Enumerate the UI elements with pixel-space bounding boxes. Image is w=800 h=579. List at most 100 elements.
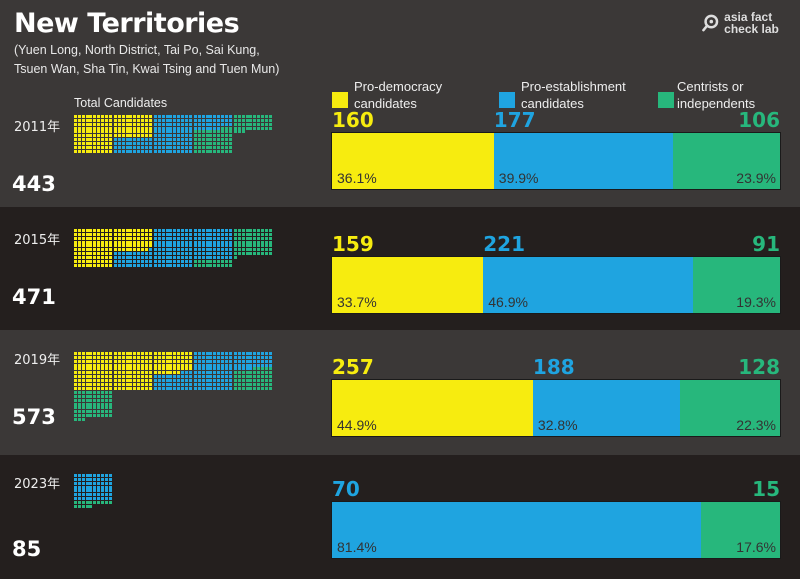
waffle-dot <box>114 115 117 118</box>
waffle-dot <box>177 263 181 267</box>
waffle-dot <box>114 229 117 232</box>
waffle-dot <box>93 489 97 493</box>
waffle-dot <box>220 130 224 134</box>
waffle-dot <box>93 252 97 256</box>
waffle-dot <box>129 115 133 118</box>
waffle-dot <box>140 149 144 153</box>
waffle-dot <box>129 149 133 153</box>
waffle-dot <box>85 474 89 477</box>
waffle-dot <box>224 149 228 153</box>
waffle-dot <box>129 375 133 379</box>
waffle-dot <box>249 371 253 375</box>
waffle-dot <box>161 252 165 256</box>
waffle-dot <box>108 382 112 386</box>
waffle-dot <box>173 118 177 122</box>
waffle-dot <box>117 255 121 259</box>
waffle-dot <box>173 141 177 145</box>
waffle-dot <box>234 386 237 390</box>
waffle-dot <box>197 240 201 244</box>
waffle-dot <box>213 229 217 232</box>
waffle-dot <box>144 378 148 382</box>
waffle-dot <box>137 367 141 371</box>
waffle-dot <box>85 367 89 371</box>
waffle-dot <box>173 259 177 263</box>
waffle-dot <box>253 382 257 386</box>
waffle-dot <box>180 145 184 149</box>
waffle-dot <box>220 126 224 130</box>
waffle-dot <box>133 145 137 149</box>
subtitle-line: (Yuen Long, North District, Tai Po, Sai … <box>14 43 260 57</box>
waffle-dot <box>169 145 173 149</box>
waffle-dot <box>157 263 161 267</box>
waffle-dot <box>148 130 152 134</box>
waffle-dot <box>169 363 173 367</box>
waffle-dot <box>114 259 117 263</box>
waffle-dot <box>104 240 108 244</box>
waffle-dot <box>157 134 161 138</box>
waffle-dot <box>121 248 125 252</box>
waffle-dot <box>201 130 205 134</box>
waffle-dot <box>89 386 93 390</box>
waffle-dot <box>241 115 245 118</box>
waffle-dot <box>184 134 188 138</box>
waffle-dot <box>217 240 221 244</box>
waffle-dot <box>85 386 89 390</box>
waffle-dot <box>257 244 261 248</box>
waffle-dot <box>85 394 89 398</box>
waffle-dot <box>241 371 245 375</box>
waffle-dot <box>154 130 157 134</box>
waffle-dot <box>148 118 152 122</box>
waffle-dot <box>253 375 257 379</box>
waffle-dot <box>201 359 205 363</box>
waffle-dot <box>89 493 93 497</box>
waffle-dot <box>201 138 205 142</box>
total-candidates: 573 <box>12 405 56 429</box>
waffle-dot <box>104 500 108 504</box>
waffle-dot <box>74 414 77 418</box>
waffle-dot <box>77 493 81 497</box>
waffle-dot <box>104 375 108 379</box>
waffle-dot <box>144 130 148 134</box>
waffle-dot <box>165 236 169 240</box>
waffle-dot <box>157 141 161 145</box>
waffle-dot <box>89 263 93 267</box>
waffle-dot <box>237 371 241 375</box>
waffle-dot <box>173 232 177 236</box>
waffle-dot <box>249 378 253 382</box>
waffle-dot <box>209 240 213 244</box>
waffle-dot <box>140 130 144 134</box>
waffle-dot <box>89 378 93 382</box>
waffle-dot <box>129 236 133 240</box>
waffle-dot <box>228 386 232 390</box>
bar-segment-pro-democracy: 44.9% <box>332 380 533 436</box>
waffle-dot <box>133 149 137 153</box>
waffle-dot <box>93 398 97 402</box>
waffle-dot <box>148 386 152 390</box>
waffle-dot <box>161 363 165 367</box>
logo: asia fact check lab <box>702 10 800 36</box>
waffle-dot <box>180 382 184 386</box>
waffle-dot <box>85 122 89 126</box>
waffle-dot <box>253 359 257 363</box>
waffle-dot <box>137 363 141 367</box>
waffle-dot <box>184 236 188 240</box>
waffle-dot <box>220 386 224 390</box>
waffle-dot <box>161 378 165 382</box>
waffle-dot <box>165 248 169 252</box>
waffle-dot <box>257 386 261 390</box>
waffle-dot <box>148 363 152 367</box>
waffle-dot <box>209 145 213 149</box>
waffle-dot <box>100 259 104 263</box>
waffle-dot <box>257 240 261 244</box>
waffle-dot <box>217 375 221 379</box>
waffle-dot <box>165 352 169 355</box>
waffle-dot <box>77 474 81 477</box>
waffle-dot <box>74 145 77 149</box>
waffle-dot <box>114 248 117 252</box>
waffle-dot <box>188 367 192 371</box>
waffle-dot <box>121 134 125 138</box>
waffle-dot <box>148 375 152 379</box>
waffle-dot <box>93 474 97 477</box>
waffle-dot <box>184 263 188 267</box>
waffle-dot <box>77 252 81 256</box>
